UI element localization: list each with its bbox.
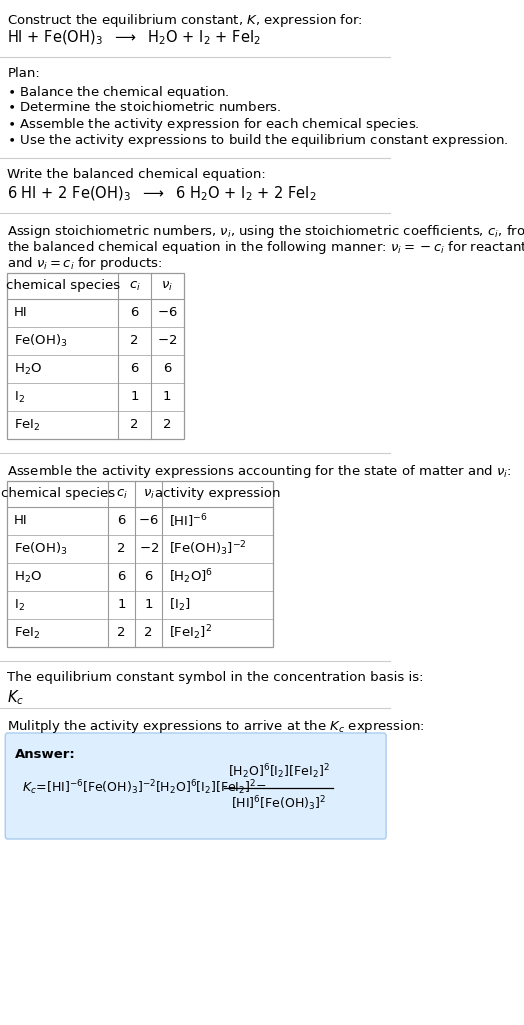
Text: 2: 2: [117, 626, 126, 640]
Text: [HI]$^{-6}$: [HI]$^{-6}$: [169, 512, 208, 530]
Text: [FeI$_2$]$^2$: [FeI$_2$]$^2$: [169, 623, 212, 643]
Text: FeI$_2$: FeI$_2$: [14, 625, 41, 641]
Bar: [7, 273, 184, 439]
FancyBboxPatch shape: [5, 733, 386, 839]
Text: The equilibrium constant symbol in the concentration basis is:: The equilibrium constant symbol in the c…: [7, 671, 424, 684]
Text: 6: 6: [145, 571, 153, 583]
Text: 2: 2: [145, 626, 153, 640]
Text: 6 HI + 2 Fe(OH)$_3$  $\longrightarrow$  6 H$_2$O + I$_2$ + 2 FeI$_2$: 6 HI + 2 Fe(OH)$_3$ $\longrightarrow$ 6 …: [7, 184, 318, 203]
Text: 6: 6: [163, 363, 171, 375]
Text: 2: 2: [130, 418, 139, 432]
Text: Plan:: Plan:: [7, 67, 40, 80]
Text: $\bullet$ Determine the stoichiometric numbers.: $\bullet$ Determine the stoichiometric n…: [7, 100, 282, 114]
Text: $[\mathrm{HI}]^6[\mathrm{Fe(OH)_3}]^2$: $[\mathrm{HI}]^6[\mathrm{Fe(OH)_3}]^2$: [231, 794, 326, 814]
Text: Write the balanced chemical equation:: Write the balanced chemical equation:: [7, 168, 266, 181]
Text: I$_2$: I$_2$: [14, 598, 25, 613]
Text: Mulitply the activity expressions to arrive at the $K_c$ expression:: Mulitply the activity expressions to arr…: [7, 718, 425, 735]
Text: Assign stoichiometric numbers, $\nu_i$, using the stoichiometric coefficients, $: Assign stoichiometric numbers, $\nu_i$, …: [7, 223, 524, 240]
Text: 6: 6: [130, 363, 139, 375]
Text: Fe(OH)$_3$: Fe(OH)$_3$: [14, 541, 68, 557]
Text: [Fe(OH)$_3$]$^{-2}$: [Fe(OH)$_3$]$^{-2}$: [169, 539, 247, 559]
Text: I$_2$: I$_2$: [14, 390, 25, 405]
Text: [I$_2$]: [I$_2$]: [169, 597, 190, 613]
Text: activity expression: activity expression: [155, 488, 280, 500]
Text: chemical species: chemical species: [6, 280, 120, 292]
Text: 6: 6: [117, 571, 126, 583]
Text: H$_2$O: H$_2$O: [14, 570, 42, 584]
Text: $-2$: $-2$: [138, 542, 159, 556]
Text: 6: 6: [130, 306, 139, 320]
Text: 2: 2: [117, 542, 126, 556]
Text: $\bullet$ Assemble the activity expression for each chemical species.: $\bullet$ Assemble the activity expressi…: [7, 116, 420, 133]
Text: $[\mathrm{H_2O}]^6[\mathrm{I_2}][\mathrm{FeI_2}]^2$: $[\mathrm{H_2O}]^6[\mathrm{I_2}][\mathrm…: [228, 763, 330, 781]
Text: Answer:: Answer:: [15, 748, 75, 761]
Text: $\nu_i$: $\nu_i$: [143, 488, 155, 500]
Text: and $\nu_i = c_i$ for products:: and $\nu_i = c_i$ for products:: [7, 255, 163, 272]
Text: $\nu_i$: $\nu_i$: [161, 280, 173, 292]
Text: $-6$: $-6$: [157, 306, 178, 320]
Text: HI + Fe(OH)$_3$  $\longrightarrow$  H$_2$O + I$_2$ + FeI$_2$: HI + Fe(OH)$_3$ $\longrightarrow$ H$_2$O…: [7, 29, 261, 47]
Text: FeI$_2$: FeI$_2$: [14, 417, 41, 433]
Text: chemical species: chemical species: [1, 488, 115, 500]
Text: $\bullet$ Balance the chemical equation.: $\bullet$ Balance the chemical equation.: [7, 84, 230, 101]
Text: $\bullet$ Use the activity expressions to build the equilibrium constant express: $\bullet$ Use the activity expressions t…: [7, 132, 509, 149]
Text: [H$_2$O]$^6$: [H$_2$O]$^6$: [169, 568, 213, 586]
Text: Assemble the activity expressions accounting for the state of matter and $\nu_i$: Assemble the activity expressions accoun…: [7, 463, 512, 480]
Text: 2: 2: [163, 418, 171, 432]
Text: $c_i$: $c_i$: [128, 280, 140, 292]
Text: 6: 6: [117, 515, 126, 528]
Text: $-6$: $-6$: [138, 515, 159, 528]
Text: Construct the equilibrium constant, $K$, expression for:: Construct the equilibrium constant, $K$,…: [7, 12, 363, 29]
Text: $-2$: $-2$: [157, 334, 178, 347]
Text: 1: 1: [117, 599, 126, 612]
Text: 2: 2: [130, 334, 139, 347]
Text: 1: 1: [145, 599, 153, 612]
Text: $K_c\!=\!$[HI]$^{-6}$[Fe(OH)$_3$]$^{-2}$[H$_2$O]$^6$[I$_2$][FeI$_2$]$^2\!=\!$: $K_c\!=\!$[HI]$^{-6}$[Fe(OH)$_3$]$^{-2}$…: [23, 779, 268, 797]
Text: $c_i$: $c_i$: [116, 488, 128, 500]
Text: HI: HI: [14, 515, 28, 528]
Text: the balanced chemical equation in the following manner: $\nu_i = -c_i$ for react: the balanced chemical equation in the fo…: [7, 239, 524, 256]
Bar: [7, 481, 272, 647]
Text: H$_2$O: H$_2$O: [14, 362, 42, 376]
Text: HI: HI: [14, 306, 28, 320]
Text: 1: 1: [130, 391, 139, 404]
Text: Fe(OH)$_3$: Fe(OH)$_3$: [14, 333, 68, 350]
Text: $K_c$: $K_c$: [7, 688, 25, 706]
Text: 1: 1: [163, 391, 171, 404]
